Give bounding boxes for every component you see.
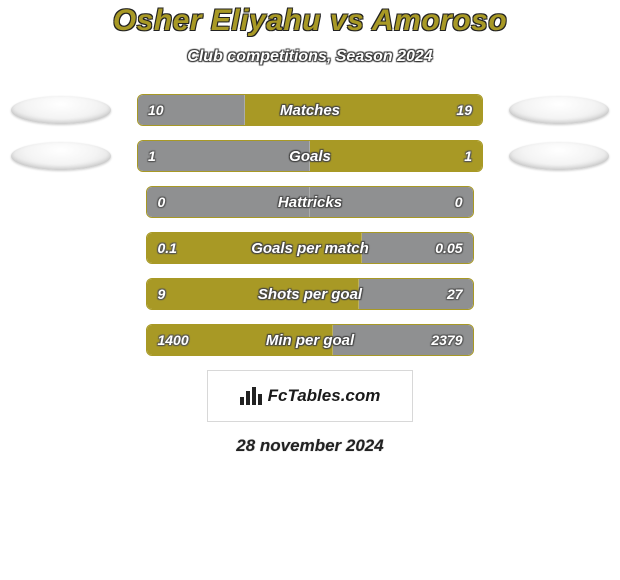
stat-row: Min per goal14002379 [0,324,620,356]
segment-right [362,233,473,263]
player-right-avatar [509,142,609,170]
stat-bar: Hattricks00 [146,186,473,218]
segment-right [310,187,473,217]
segment-left [147,233,362,263]
segment-right [310,141,482,171]
brand-badge: FcTables.com [207,370,413,422]
segment-left [147,187,310,217]
avatar-placeholder [26,234,120,262]
date-text: 28 november 2024 [0,436,620,456]
avatar-placeholder [500,188,594,216]
stat-row: Goals11 [0,140,620,172]
stat-row: Hattricks00 [0,186,620,218]
player-left-avatar [11,96,111,124]
segment-right [359,279,473,309]
segment-right [245,95,482,125]
player-left-avatar [11,142,111,170]
segment-right [333,325,473,355]
segment-left [138,95,245,125]
stat-row: Goals per match0.10.05 [0,232,620,264]
stat-row: Matches1019 [0,94,620,126]
brand-text: FcTables.com [268,386,381,406]
page-title: Osher Eliyahu vs Amoroso [0,4,620,38]
stat-row: Shots per goal927 [0,278,620,310]
stat-bar: Shots per goal927 [146,278,473,310]
stat-rows: Matches1019 Goals11 Hattricks00 Goals per m… [0,94,620,356]
avatar-placeholder [26,280,120,308]
comparison-infographic: Osher Eliyahu vs Amoroso Club competitio… [0,0,620,580]
avatar-placeholder [26,326,120,354]
segment-left [147,325,332,355]
segment-left [138,141,310,171]
segment-left [147,279,358,309]
bar-chart-icon [240,387,262,405]
avatar-placeholder [500,326,594,354]
stat-bar: Min per goal14002379 [146,324,473,356]
player-right-avatar [509,96,609,124]
avatar-placeholder [500,234,594,262]
subtitle: Club competitions, Season 2024 [0,48,620,66]
stat-bar: Goals per match0.10.05 [146,232,473,264]
stat-bar: Matches1019 [137,94,483,126]
avatar-placeholder [500,280,594,308]
stat-bar: Goals11 [137,140,483,172]
avatar-placeholder [26,188,120,216]
